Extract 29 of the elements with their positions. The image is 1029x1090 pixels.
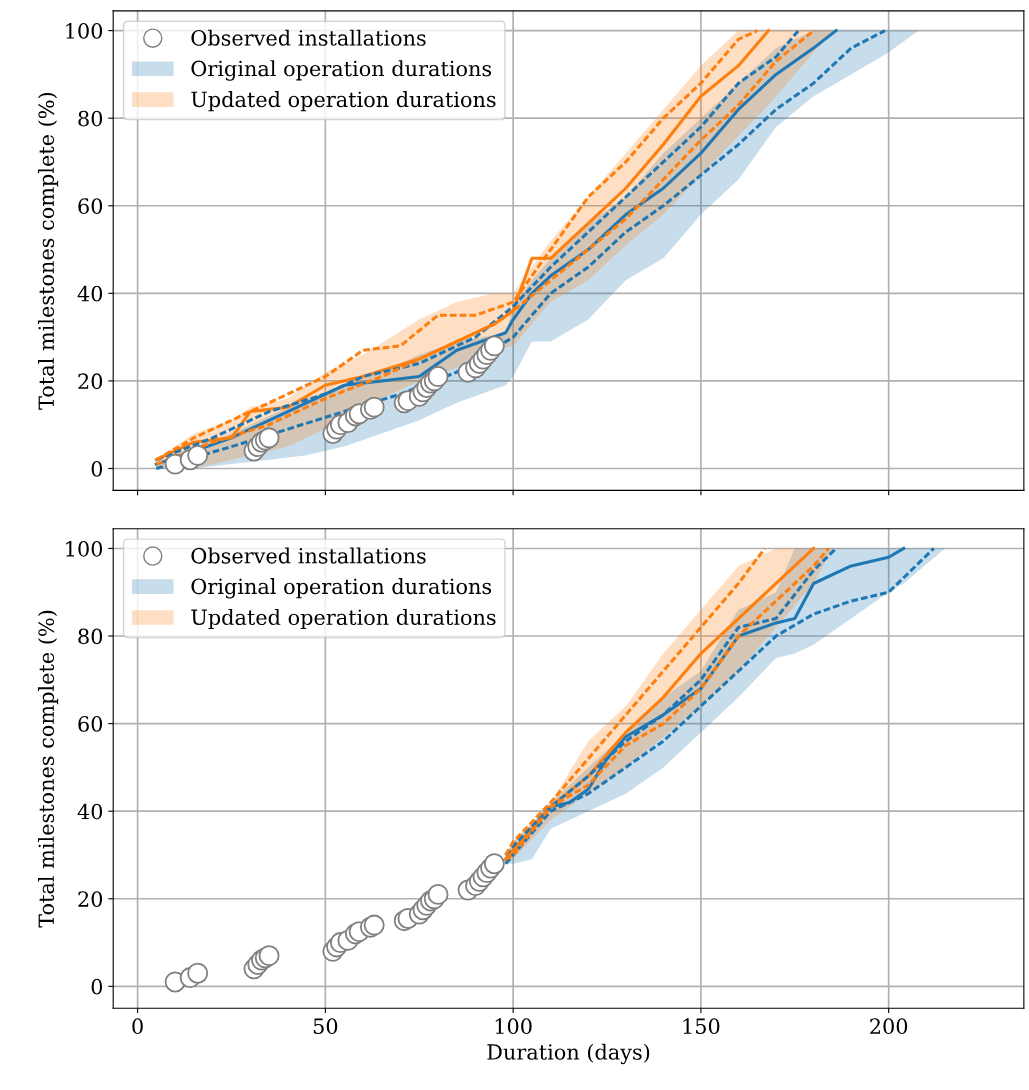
legend-label: Original operation durations [191,60,492,81]
point [427,883,449,905]
y-tick-label: 60 [78,198,103,214]
y-tick-label: 80 [78,628,103,645]
legend-label: Observed installations [191,29,426,46]
legend-label: Observed installations [191,547,426,564]
y-tick-label: 80 [78,110,103,127]
x-tick-label: 50 [313,1018,338,1035]
y-tick-label: 100 [66,23,103,39]
x-tick-label: 100 [495,1018,532,1035]
point [187,444,209,466]
legend-label: Updated operation durations [191,91,496,112]
y-tick-label: 0 [91,978,103,995]
x-tick-label: 0 [132,1018,143,1035]
y-tick-label: 40 [77,285,103,302]
y-tick-label: 40 [77,803,103,820]
y-axis-title: Total milestones complete (%) [37,92,59,410]
y-tick-label: 100 [66,540,103,557]
y-tick-label: 0 [91,460,103,477]
x-axis-title: Duration (days) [487,1043,650,1065]
y-tick-label: 60 [78,716,103,732]
y-axis-title: Total milestones complete (%) [37,610,59,928]
legend-label: Updated operation durations [191,608,496,630]
point [187,962,209,984]
x-tick-label: 150 [683,1018,720,1035]
y-tick-label: 20 [78,373,103,390]
x-tick-label: 200 [870,1018,908,1035]
legend-label: Original operation durations [191,578,492,599]
y-tick-label: 20 [78,891,103,907]
